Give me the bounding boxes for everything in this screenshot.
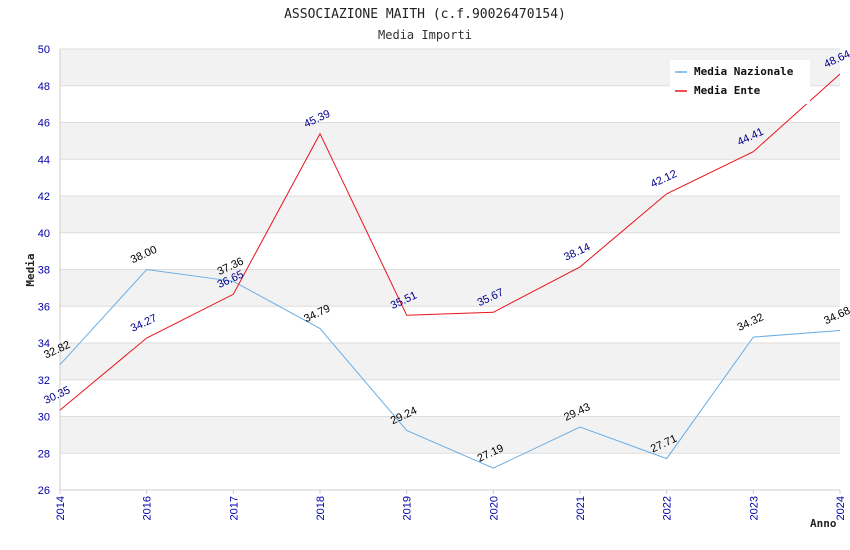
grid-band [60, 122, 840, 160]
grid-band [60, 379, 840, 417]
legend-label-media-nazionale: Media Nazionale [694, 65, 794, 78]
x-tick-label: 2016 [142, 496, 154, 520]
y-tick-label: 26 [38, 485, 50, 497]
y-tick-label: 40 [38, 228, 50, 240]
x-tick-label: 2018 [315, 496, 327, 520]
x-tick-label: 2023 [748, 496, 760, 520]
y-tick-label: 30 [38, 412, 50, 424]
x-tick-label: 2017 [228, 496, 240, 520]
x-tick-label: 2019 [402, 496, 414, 520]
chart-subtitle: Media Importi [378, 28, 472, 42]
x-tick-label: 2020 [488, 496, 500, 520]
y-axis-label: Media [24, 253, 37, 286]
legend-label-media-ente: Media Ente [694, 84, 761, 97]
grid-band [60, 232, 840, 270]
series-lines [59, 73, 841, 469]
x-tick-labels: 2014 2016 2017 2018 2019 2020 2021 2022 2023 2024 [55, 490, 847, 520]
series-line-media-ente [59, 73, 841, 411]
y-tick-label: 36 [38, 301, 50, 313]
legend: Media Nazionale Media Ente [670, 60, 810, 104]
y-tick-label: 38 [38, 265, 50, 277]
x-tick-label: 2021 [575, 496, 587, 520]
grid-band [60, 416, 840, 454]
y-tick-label: 34 [38, 338, 50, 350]
chart-title: ASSOCIAZIONE MAITH (c.f.90026470154) [284, 7, 566, 22]
x-tick-label: 2014 [55, 496, 67, 520]
y-tick-label: 42 [38, 191, 50, 203]
grid-band [60, 306, 840, 343]
y-tick-label: 28 [38, 448, 50, 460]
x-axis-label: Anno [810, 517, 837, 530]
y-tick-label: 32 [38, 375, 50, 387]
x-tick-label: 2022 [662, 496, 674, 520]
grid-band [60, 269, 840, 307]
y-tick-label: 50 [38, 44, 50, 56]
y-tick-labels: 26 28 30 32 34 36 38 40 42 44 46 48 50 [38, 44, 50, 497]
x-tick-label: 2024 [835, 496, 847, 520]
grid-bands [60, 49, 840, 490]
series-line-media-nazionale [59, 268, 841, 469]
y-tick-label: 44 [38, 154, 50, 166]
grid-band [60, 196, 840, 233]
grid-band [60, 159, 840, 196]
y-tick-label: 48 [38, 81, 50, 93]
grid-band [60, 343, 840, 380]
y-tick-label: 46 [38, 118, 50, 130]
legend-box [670, 60, 810, 104]
grid-band [60, 453, 840, 490]
